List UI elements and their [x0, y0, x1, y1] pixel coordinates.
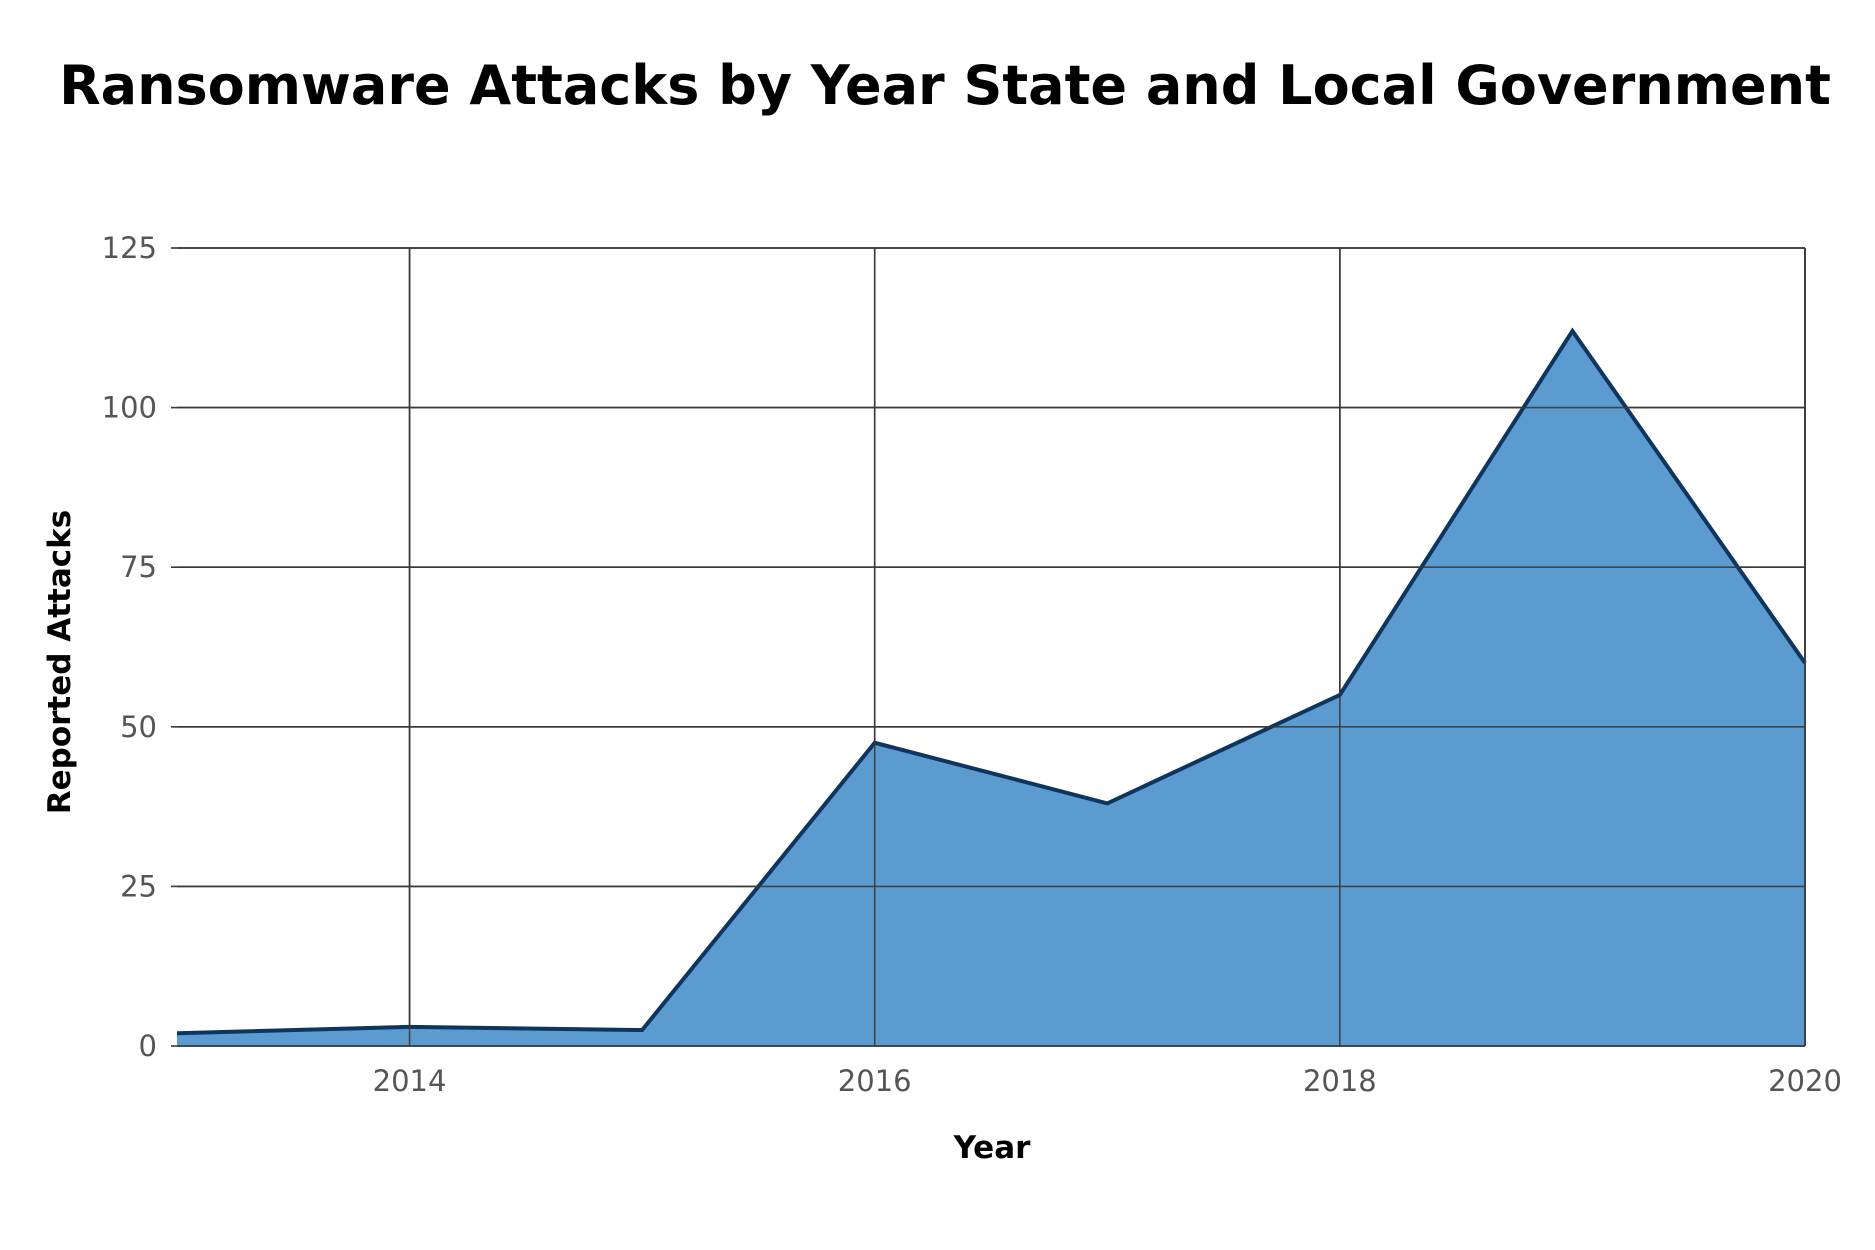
- x-tick-label: 2018: [1303, 1064, 1377, 1098]
- chart-title: Ransomware Attacks by Year State and Loc…: [59, 54, 1831, 117]
- y-tick-label: 100: [102, 391, 157, 425]
- x-tick-label: 2020: [1768, 1064, 1842, 1098]
- y-tick-label: 75: [120, 550, 157, 584]
- area-series: [176, 247, 1807, 1047]
- y-tick-label: 0: [139, 1029, 157, 1063]
- plot-frame: [177, 247, 1806, 1047]
- y-axis-ticks: 0 25 50 75 100 125: [102, 231, 157, 1063]
- y-axis-title: Reported Attacks: [42, 510, 78, 815]
- series-line: [176, 327, 1807, 1036]
- x-axis-title: Year: [953, 1130, 1032, 1166]
- area-fill: [177, 330, 1805, 1046]
- x-tick-label: 2016: [838, 1064, 912, 1098]
- y-tick-label: 125: [102, 231, 157, 265]
- x-tick-label: 2014: [373, 1064, 447, 1098]
- y-tick-label: 25: [120, 869, 157, 903]
- x-axis-ticks: 2014 2016 2018 2020: [373, 1064, 1842, 1098]
- y-tick-label: 50: [120, 710, 157, 744]
